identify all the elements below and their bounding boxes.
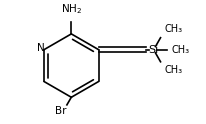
Text: CH₃: CH₃ [172,45,190,55]
Text: NH$_2$: NH$_2$ [61,3,82,16]
Text: Si: Si [148,45,158,55]
Text: CH₃: CH₃ [164,24,183,34]
Text: Br: Br [55,106,67,116]
Text: CH₃: CH₃ [164,65,183,75]
Text: N: N [37,43,45,53]
